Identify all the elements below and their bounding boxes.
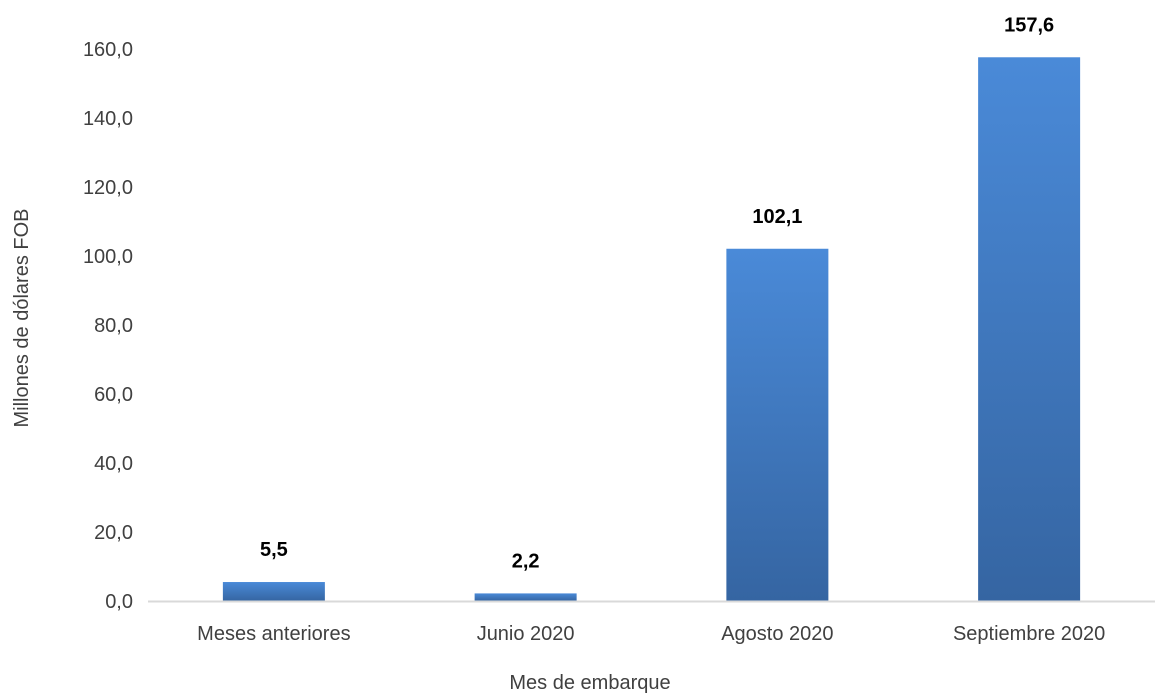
data-label: 157,6 bbox=[1004, 14, 1054, 36]
bar bbox=[978, 57, 1081, 601]
x-tick-label: Agosto 2020 bbox=[721, 623, 833, 645]
data-label: 2,2 bbox=[512, 550, 540, 572]
y-tick-label: 100,0 bbox=[83, 246, 133, 268]
x-tick-label: Septiembre 2020 bbox=[953, 623, 1105, 645]
data-label: 102,1 bbox=[752, 206, 802, 228]
x-tick-label: Junio 2020 bbox=[477, 623, 575, 645]
y-tick-label: 80,0 bbox=[94, 315, 133, 337]
y-tick-label: 20,0 bbox=[94, 522, 133, 544]
x-tick-label: Meses anteriores bbox=[197, 623, 350, 645]
y-tick-label: 0,0 bbox=[105, 591, 133, 613]
x-axis-ticks: Meses anteriores Junio 2020 Agosto 2020 Sep… bbox=[197, 623, 1105, 645]
data-label: 5,5 bbox=[260, 539, 288, 561]
x-axis-title: Mes de embarque bbox=[509, 672, 670, 694]
y-tick-label: 140,0 bbox=[83, 108, 133, 130]
y-axis-title: Millones de dólares FOB bbox=[11, 209, 33, 428]
y-tick-label: 40,0 bbox=[94, 453, 133, 475]
y-axis-ticks: 0,0 20,0 40,0 60,0 80,0 100,0 120,0 140,0 160,0 bbox=[83, 39, 133, 613]
y-tick-label: 160,0 bbox=[83, 39, 133, 61]
y-tick-label: 120,0 bbox=[83, 177, 133, 199]
bar bbox=[474, 593, 577, 601]
y-tick-label: 60,0 bbox=[94, 384, 133, 406]
bar bbox=[726, 248, 829, 601]
bar bbox=[222, 582, 325, 601]
bar-series bbox=[222, 57, 1081, 601]
data-labels: 5,5 2,2 102,1 157,6 bbox=[260, 14, 1054, 572]
